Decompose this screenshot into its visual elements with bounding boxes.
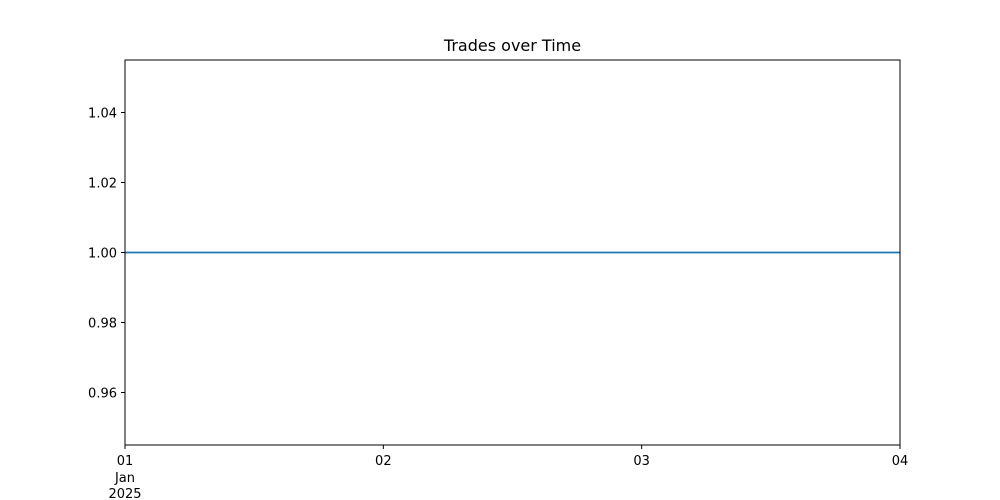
chart-title: Trades over Time <box>443 36 581 55</box>
y-tick-label: 0.96 <box>88 387 117 402</box>
x-tick-label: 01 <box>117 454 134 469</box>
x-tick-label: 02 <box>375 454 392 469</box>
y-tick-label: 0.98 <box>88 317 117 332</box>
x-tick-sublabel: 2025 <box>108 487 141 500</box>
y-tick-label: 1.04 <box>88 107 117 122</box>
x-tick-label: 04 <box>892 454 909 469</box>
y-tick-label: 1.00 <box>88 247 117 262</box>
plot-frame <box>124 59 901 446</box>
y-axis: 0.96 0.98 1.00 1.02 1.04 <box>88 107 125 402</box>
y-tick-label: 1.02 <box>88 177 117 192</box>
x-tick-label: 03 <box>633 454 650 469</box>
x-tick-sublabel: Jan <box>114 471 135 486</box>
